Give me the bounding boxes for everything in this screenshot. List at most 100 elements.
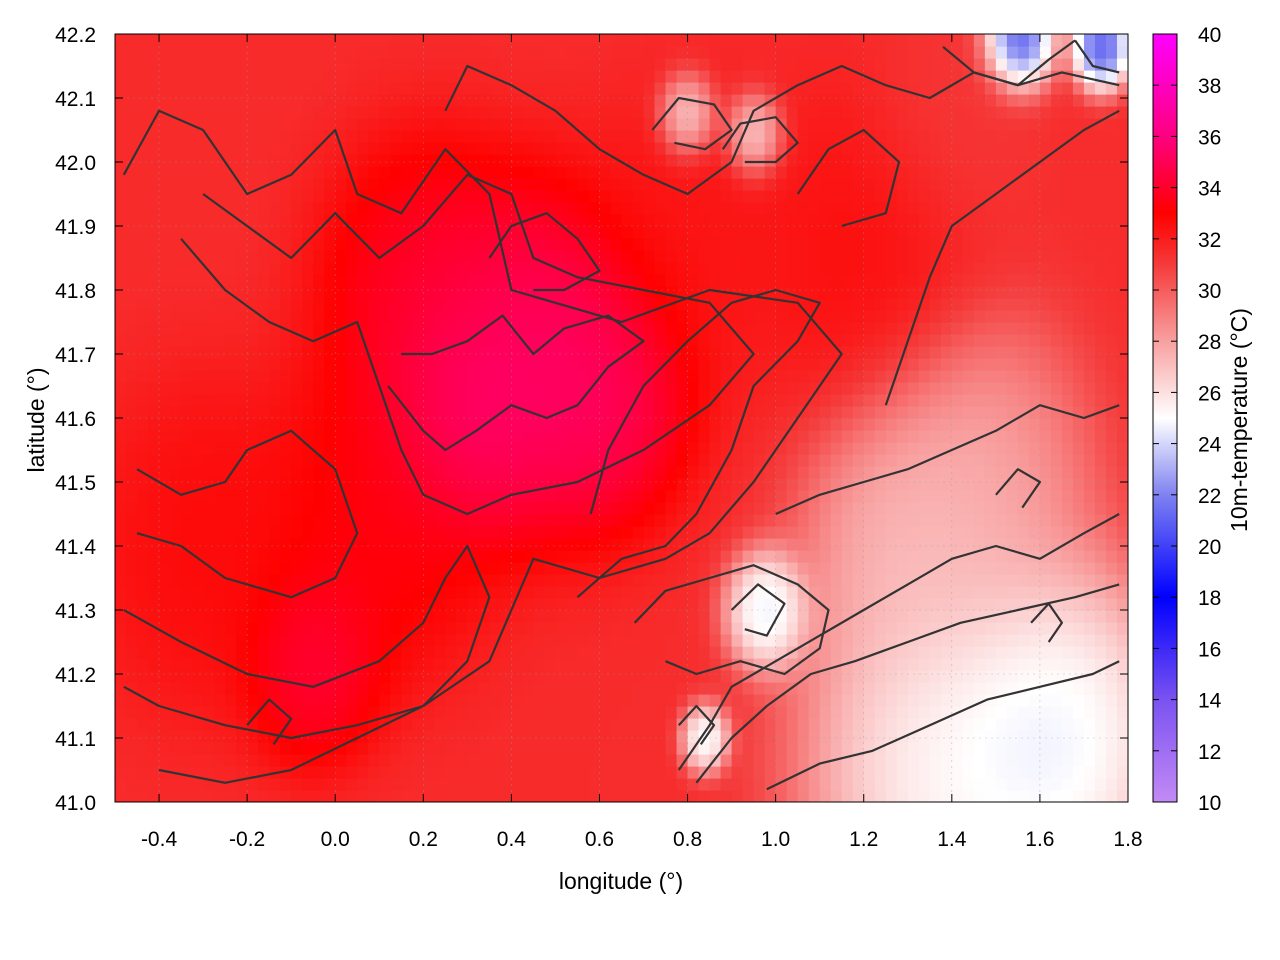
heatmap-cell bbox=[214, 646, 226, 659]
heatmap-cell bbox=[885, 718, 898, 731]
heatmap-cell bbox=[918, 442, 931, 455]
heatmap-cell bbox=[753, 730, 766, 743]
heatmap-cell bbox=[412, 538, 424, 551]
heatmap-cell bbox=[225, 706, 237, 719]
heatmap-cell bbox=[775, 142, 788, 155]
heatmap-cell bbox=[962, 622, 975, 635]
heatmap-cell bbox=[797, 754, 810, 767]
heatmap-cell bbox=[885, 34, 898, 47]
heatmap-cell bbox=[676, 694, 689, 707]
heatmap-cell bbox=[918, 322, 931, 335]
heatmap-cell bbox=[258, 694, 270, 707]
heatmap-cell bbox=[918, 778, 931, 791]
heatmap-cell bbox=[929, 418, 942, 431]
heatmap-cell bbox=[170, 646, 182, 659]
heatmap-cell bbox=[115, 190, 127, 203]
heatmap-cell bbox=[412, 790, 424, 802]
heatmap-cell bbox=[665, 178, 678, 191]
heatmap-cell bbox=[676, 766, 689, 779]
heatmap-cell bbox=[577, 502, 590, 515]
heatmap-cell bbox=[357, 106, 369, 119]
heatmap-cell bbox=[896, 670, 909, 683]
heatmap-cell bbox=[467, 526, 479, 539]
heatmap-cell bbox=[214, 322, 226, 335]
heatmap-cell bbox=[412, 226, 424, 239]
heatmap-cell bbox=[313, 574, 325, 587]
heatmap-cell bbox=[368, 550, 380, 563]
heatmap-cell bbox=[203, 298, 215, 311]
heatmap-cell bbox=[577, 790, 590, 802]
heatmap-cell bbox=[511, 574, 523, 587]
heatmap-cell bbox=[830, 694, 843, 707]
heatmap-cell bbox=[390, 310, 402, 323]
heatmap-cell bbox=[764, 478, 777, 491]
heatmap-cell bbox=[676, 658, 689, 671]
heatmap-cell bbox=[170, 610, 182, 623]
heatmap-cell bbox=[423, 106, 435, 119]
heatmap-cell bbox=[115, 502, 127, 515]
heatmap-cell bbox=[368, 766, 380, 779]
heatmap-cell bbox=[181, 274, 193, 287]
heatmap-cell bbox=[214, 742, 226, 755]
heatmap-cell bbox=[137, 622, 149, 635]
heatmap-cell bbox=[896, 94, 909, 107]
heatmap-cell bbox=[126, 502, 138, 515]
heatmap-cell bbox=[335, 454, 347, 467]
heatmap-cell bbox=[907, 70, 920, 83]
heatmap-cell bbox=[390, 118, 402, 131]
heatmap-cell bbox=[280, 166, 292, 179]
heatmap-cell bbox=[951, 226, 964, 239]
heatmap-cell bbox=[225, 154, 237, 167]
heatmap-cell bbox=[874, 226, 887, 239]
heatmap-cell bbox=[511, 526, 523, 539]
heatmap-cell bbox=[258, 646, 270, 659]
heatmap-cell bbox=[654, 646, 667, 659]
heatmap-cell bbox=[522, 646, 535, 659]
heatmap-cell bbox=[390, 286, 402, 299]
heatmap-cell bbox=[126, 238, 138, 251]
heatmap-cell bbox=[599, 742, 612, 755]
heatmap-cell bbox=[797, 262, 810, 275]
heatmap-cell bbox=[610, 370, 623, 383]
heatmap-cell bbox=[874, 622, 887, 635]
heatmap-cell bbox=[709, 262, 722, 275]
heatmap-cell bbox=[676, 346, 689, 359]
heatmap-cell bbox=[434, 754, 446, 767]
heatmap-cell bbox=[181, 706, 193, 719]
heatmap-cell bbox=[258, 358, 270, 371]
heatmap-cell bbox=[269, 430, 281, 443]
heatmap-cell bbox=[192, 286, 204, 299]
heatmap-cell bbox=[203, 514, 215, 527]
heatmap-cell bbox=[148, 58, 160, 71]
heatmap-cell bbox=[467, 190, 479, 203]
heatmap-cell bbox=[753, 142, 766, 155]
heatmap-cell bbox=[742, 226, 755, 239]
heatmap-cell bbox=[324, 418, 336, 431]
heatmap-cell bbox=[731, 106, 744, 119]
heatmap-cell bbox=[885, 82, 898, 95]
heatmap-cell bbox=[137, 778, 149, 791]
heatmap-cell bbox=[676, 526, 689, 539]
heatmap-cell bbox=[841, 202, 854, 215]
heatmap-cell bbox=[467, 154, 479, 167]
heatmap-cell bbox=[555, 274, 568, 287]
heatmap-cell bbox=[126, 226, 138, 239]
heatmap-cell bbox=[632, 406, 645, 419]
heatmap-cell bbox=[368, 778, 380, 791]
heatmap-cell bbox=[302, 718, 314, 731]
heatmap-cell bbox=[819, 454, 832, 467]
heatmap-cell bbox=[115, 274, 127, 287]
heatmap-cell bbox=[159, 190, 171, 203]
heatmap-cell bbox=[599, 430, 612, 443]
heatmap-cell bbox=[863, 790, 876, 802]
heatmap-cell bbox=[940, 190, 953, 203]
heatmap-cell bbox=[918, 706, 931, 719]
heatmap-cell bbox=[753, 70, 766, 83]
heatmap-cell bbox=[115, 346, 127, 359]
heatmap-cell bbox=[478, 310, 490, 323]
heatmap-cell bbox=[126, 106, 138, 119]
heatmap-cell bbox=[709, 418, 722, 431]
heatmap-cell bbox=[874, 346, 887, 359]
heatmap-cell bbox=[258, 298, 270, 311]
heatmap-cell bbox=[445, 478, 457, 491]
